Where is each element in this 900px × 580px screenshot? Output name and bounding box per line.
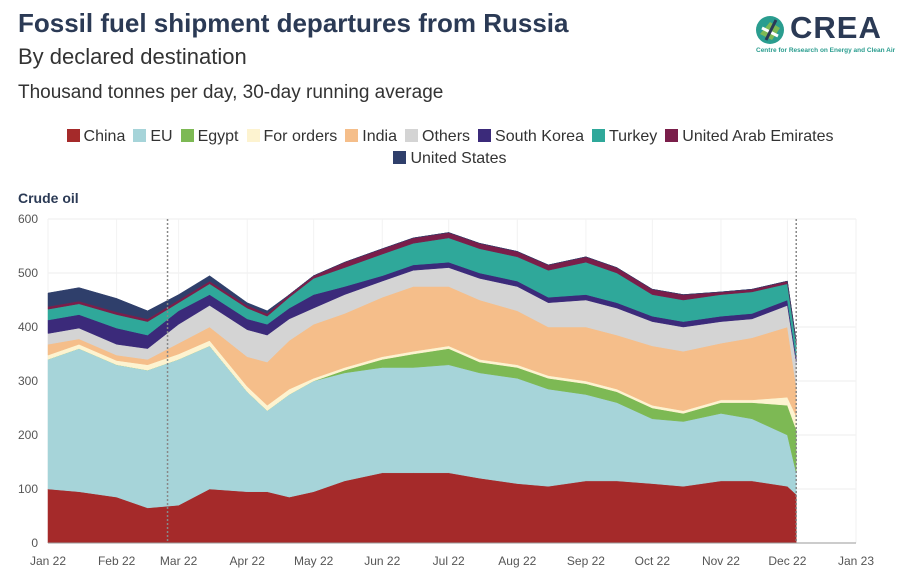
legend-label: Egypt — [197, 128, 239, 145]
x-tick-label: Jul 22 — [433, 554, 465, 568]
legend-label: United States — [410, 150, 507, 167]
x-tick-label: Sep 22 — [567, 554, 605, 568]
legend-item[interactable]: Egypt — [180, 126, 239, 148]
legend-swatch — [246, 129, 260, 142]
y-tick-label: 300 — [18, 374, 38, 388]
legend-item[interactable]: India — [345, 126, 397, 148]
legend-label: United Arab Emirates — [682, 128, 834, 145]
legend-item[interactable]: Turkey — [591, 126, 658, 148]
y-tick-label: 100 — [18, 482, 38, 496]
legend-swatch — [393, 151, 407, 164]
legend-label: Turkey — [608, 128, 658, 145]
legend-label: Others — [422, 128, 471, 145]
logo-wordmark: CREA — [790, 10, 882, 45]
legend-swatch — [665, 129, 679, 142]
x-tick-label: Nov 22 — [702, 554, 740, 568]
legend-label: India — [362, 128, 397, 145]
x-tick-label: Oct 22 — [635, 554, 671, 568]
x-tick-label: Dec 22 — [768, 554, 806, 568]
legend-swatch — [180, 129, 194, 142]
legend-label: South Korea — [495, 128, 584, 145]
x-tick-label: Apr 22 — [230, 554, 266, 568]
legend-swatch — [478, 129, 492, 142]
x-tick-label: Aug 22 — [498, 554, 536, 568]
x-tick-label: Mar 22 — [160, 554, 198, 568]
unit-label: Thousand tonnes per day, 30-day running … — [18, 82, 444, 103]
y-tick-label: 400 — [18, 320, 38, 334]
y-tick-label: 600 — [18, 212, 38, 226]
x-tick-label: Jan 23 — [838, 554, 874, 568]
legend-item[interactable]: China — [66, 126, 126, 148]
legend-label: China — [83, 128, 126, 145]
legend-swatch — [405, 129, 418, 142]
y-tick-label: 0 — [31, 536, 38, 550]
x-tick-label: May 22 — [294, 554, 334, 568]
x-tick-label: Feb 22 — [98, 554, 136, 568]
legend-item[interactable]: Others — [405, 126, 470, 148]
legend-swatch — [591, 129, 605, 142]
legend-swatch — [133, 129, 147, 142]
legend-item[interactable]: South Korea — [478, 126, 584, 148]
chart-subtitle: By declared destination — [18, 44, 247, 69]
crea-logo: CREA Centre for Research on Energy and C… — [754, 10, 896, 62]
x-tick-label: Jun 22 — [364, 554, 400, 568]
legend-swatch — [345, 129, 359, 142]
logo-tagline: Centre for Research on Energy and Clean … — [756, 47, 896, 54]
legend-item[interactable]: For orders — [246, 126, 338, 148]
y-tick-label: 500 — [18, 266, 38, 280]
legend-swatch — [66, 129, 80, 142]
legend-label: EU — [150, 128, 173, 145]
legend-item[interactable]: EU — [133, 126, 173, 148]
y-tick-label: 200 — [18, 428, 38, 442]
panel-title: Crude oil — [18, 190, 79, 206]
area-series-united-states[interactable] — [47, 232, 797, 341]
crea-logo-icon — [756, 16, 784, 44]
x-tick-label: Jan 22 — [30, 554, 66, 568]
legend-label: For orders — [263, 128, 338, 145]
chart-title: Fossil fuel shipment departures from Rus… — [18, 8, 569, 38]
legend: China EU Egypt For orders India Others South K… — [30, 126, 870, 170]
legend-item[interactable]: United Arab Emirates — [665, 126, 833, 148]
legend-item[interactable]: United States — [393, 148, 507, 170]
